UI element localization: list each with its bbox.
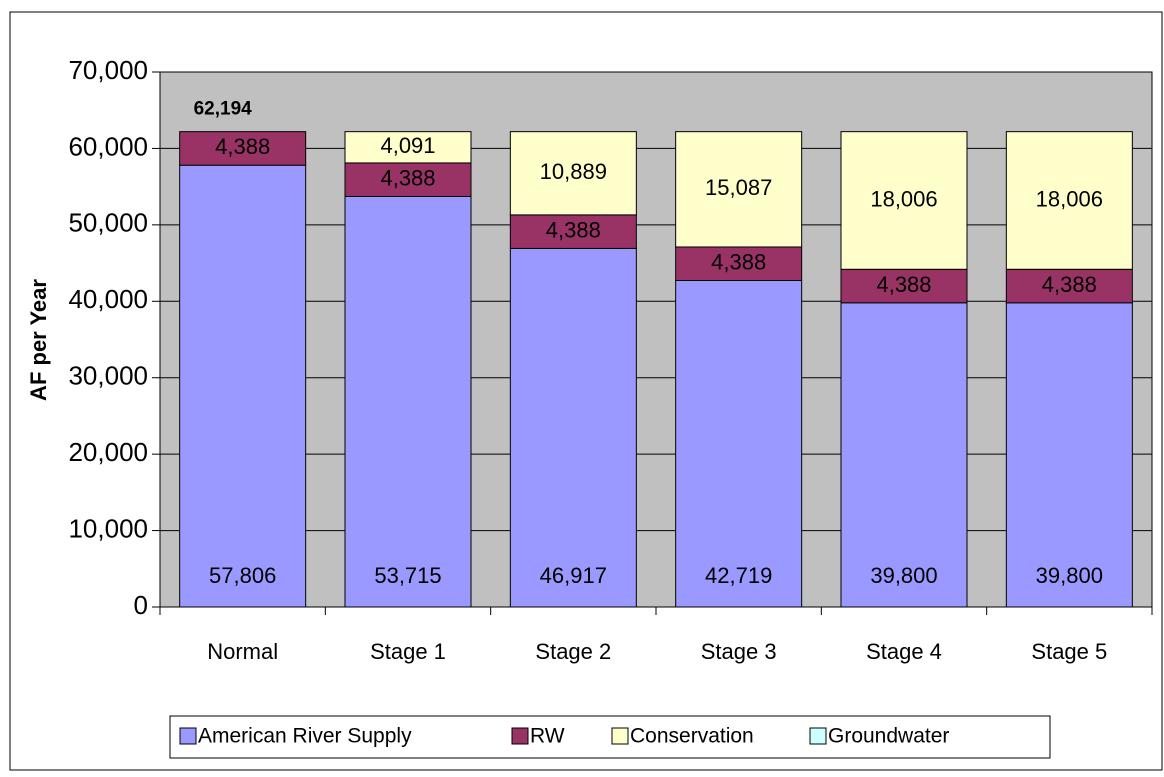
legend-label: American River Supply [198,725,412,748]
legend-label: Groundwater [828,725,949,748]
x-tick-label: Stage 2 [535,639,611,664]
x-tick-label: Normal [207,639,278,664]
data-label: 10,889 [540,159,607,184]
data-label: 18,006 [870,186,937,211]
x-tick-label: Stage 3 [701,639,777,664]
y-tick-label: 30,000 [68,361,148,391]
total-annotation: 62,194 [194,99,253,120]
y-tick-label: 60,000 [68,131,148,161]
data-label: 4,388 [215,134,270,159]
bar-segment [840,131,968,270]
data-label: 39,800 [1036,563,1103,588]
x-tick-label: Stage 1 [370,639,446,664]
bar-segment [675,246,803,282]
data-label: 39,800 [870,563,937,588]
plot-background [159,71,1153,608]
y-tick-label: 70,000 [68,55,148,85]
y-tick-label: 40,000 [68,284,148,314]
data-label: 4,388 [876,272,931,297]
bar-segment [1005,302,1133,608]
bar-segment [840,268,968,304]
bar-segment [179,164,307,608]
bar-segment [344,131,472,164]
bar-segment [509,214,637,249]
bar-segment [509,131,637,216]
y-tick-label: 50,000 [68,208,148,238]
x-tick-label: Stage 4 [866,639,942,664]
data-label: 42,719 [705,563,772,588]
bar-segment [840,302,968,608]
bar-segment [1005,131,1133,270]
data-label: 57,806 [209,563,276,588]
data-label: 15,087 [705,175,772,200]
x-tick-label: Stage 5 [1031,639,1107,664]
legend-swatch [611,727,629,745]
y-tick-label: 0 [134,590,148,620]
bar-segment [675,280,803,608]
data-label: 53,715 [374,563,441,588]
legend-box [169,715,1051,759]
legend-swatch [179,727,197,745]
bar-segment [344,195,472,608]
data-label: 4,388 [380,166,435,191]
data-label: 46,917 [540,563,607,588]
data-label: 18,006 [1036,186,1103,211]
data-label: 4,388 [1042,272,1097,297]
legend-label: Conservation [630,725,754,748]
data-label: 4,388 [546,217,601,242]
legend-swatch [809,727,827,745]
y-tick-label: 10,000 [68,513,148,543]
y-axis-label: AF per Year [26,279,51,401]
legend-label: RW [530,725,565,748]
data-label: 4,388 [711,250,766,275]
data-label: 4,091 [380,133,435,158]
bar-segment [509,247,637,608]
bar-segment [675,131,803,248]
bar-segment [179,131,307,166]
legend-swatch [511,727,529,745]
bar-segment [344,162,472,197]
y-tick-label: 20,000 [68,437,148,467]
